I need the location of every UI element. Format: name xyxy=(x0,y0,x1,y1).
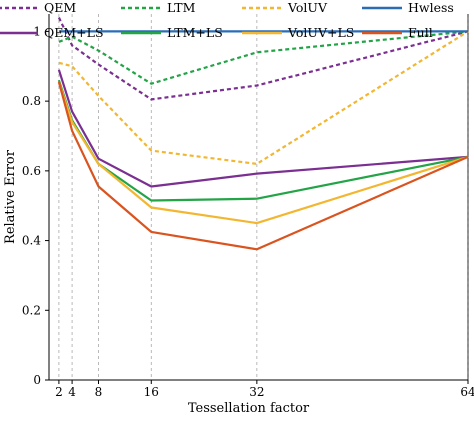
series-line-voluv xyxy=(58,30,469,165)
series-line-qem-plus-ls xyxy=(57,69,469,188)
y-tick-label-0.2: 0.2 xyxy=(22,303,41,317)
x-tick-label-2: 2 xyxy=(55,385,63,399)
series-line-full xyxy=(57,81,469,251)
y-tick-label-0.8: 0.8 xyxy=(22,94,41,108)
legend-label-voluv: VolUV xyxy=(287,0,328,15)
y-tick-label-1: 1 xyxy=(33,24,41,38)
x-axis-title: Tessellation factor xyxy=(188,401,310,416)
y-tick-label-0: 0 xyxy=(33,373,41,387)
series-line-qem xyxy=(57,17,469,101)
y-tick-label-0.4: 0.4 xyxy=(22,234,41,248)
y-tick-label-0.6: 0.6 xyxy=(22,164,41,178)
x-tick-label-8: 8 xyxy=(95,385,103,399)
x-tick-label-32: 32 xyxy=(249,385,264,399)
legend-label-full: Full xyxy=(408,25,433,40)
x-tick-label-64: 64 xyxy=(460,385,474,399)
legend-label-qem: QEM xyxy=(44,0,76,15)
series-line-ltm xyxy=(58,30,469,85)
x-tick-label-16: 16 xyxy=(144,385,159,399)
legend-label-qem-plus-ls: QEM+LS xyxy=(44,25,104,40)
legend-label-ltm-plus-ls: LTM+LS xyxy=(167,25,223,40)
series-line-voluv-plus-ls xyxy=(57,81,469,225)
x-tick-label-4: 4 xyxy=(68,385,76,399)
legend-label-ltm: LTM xyxy=(167,0,196,15)
legend-label-hwless: Hwless xyxy=(408,0,454,15)
legend-label-voluv-plus-ls: VolUV+LS xyxy=(287,25,354,40)
y-axis-title: Relative Error xyxy=(3,149,18,244)
